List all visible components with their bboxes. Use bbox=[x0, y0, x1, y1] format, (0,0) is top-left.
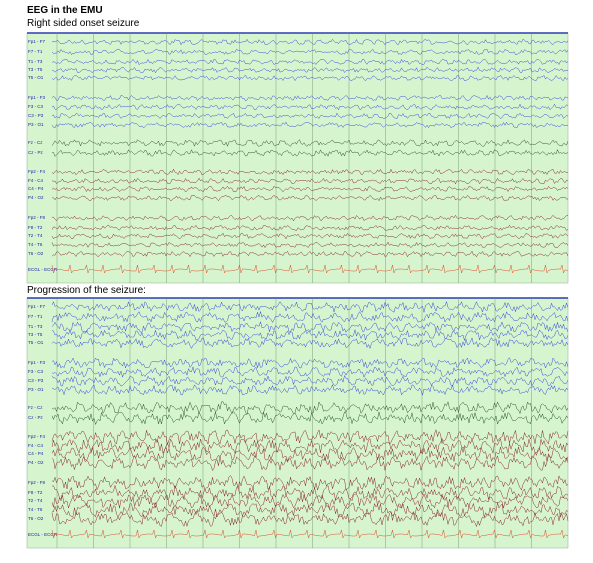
eeg-trace bbox=[51, 214, 569, 222]
caption: Progression of the seizure: bbox=[27, 285, 146, 296]
eeg-trace bbox=[51, 529, 569, 539]
channel-label: F8 - T2 bbox=[28, 225, 43, 230]
eeg-trace bbox=[51, 38, 569, 46]
eeg-trace bbox=[51, 411, 569, 426]
eeg-trace bbox=[51, 224, 569, 231]
eeg-trace bbox=[51, 241, 569, 249]
eeg-trace bbox=[51, 112, 569, 119]
channel-label: T1 - T3 bbox=[28, 324, 43, 329]
eeg-trace bbox=[51, 493, 569, 510]
channel-label: T5 - O1 bbox=[28, 75, 44, 80]
channel-label: T4 - T6 bbox=[28, 242, 43, 247]
caption: Right sided onset seizure bbox=[27, 18, 140, 29]
eeg-trace bbox=[51, 328, 569, 342]
eeg-trace bbox=[51, 250, 569, 258]
channel-label: T3 - T5 bbox=[28, 67, 43, 72]
eeg-trace bbox=[51, 374, 569, 387]
eeg-trace bbox=[51, 168, 569, 176]
channel-label: F8 - T2 bbox=[28, 490, 43, 495]
eeg-trace bbox=[51, 94, 569, 102]
eeg-trace bbox=[51, 475, 569, 492]
channel-label: Fz - Cz bbox=[28, 140, 43, 145]
channel-label: F3 - C3 bbox=[28, 104, 44, 109]
eeg-trace bbox=[51, 454, 569, 472]
eeg-trace bbox=[51, 103, 569, 111]
eeg-trace bbox=[51, 264, 569, 274]
eeg-trace bbox=[51, 484, 569, 502]
eeg-trace bbox=[51, 121, 569, 129]
eeg-trace bbox=[51, 300, 569, 313]
channel-label: Cz - Pz bbox=[28, 415, 44, 420]
eeg-trace bbox=[51, 337, 569, 350]
eeg-trace bbox=[51, 446, 569, 463]
channel-label: P3 - O1 bbox=[28, 387, 44, 392]
eeg-background bbox=[26, 32, 569, 284]
eeg-trace bbox=[51, 185, 569, 193]
channel-label: Fp1 - F7 bbox=[28, 39, 46, 44]
eeg-trace bbox=[51, 383, 569, 397]
eeg-trace bbox=[51, 48, 569, 56]
eeg-trace bbox=[51, 511, 569, 528]
channel-label: C4 - P4 bbox=[28, 451, 44, 456]
channel-label: Fp2 - F8 bbox=[28, 480, 46, 485]
eeg-trace bbox=[51, 310, 569, 323]
eeg-trace bbox=[51, 320, 569, 333]
channel-label: F7 - T1 bbox=[28, 49, 43, 54]
channel-label: P4 - O2 bbox=[28, 460, 44, 465]
eeg-background bbox=[26, 297, 569, 549]
eeg-trace bbox=[51, 139, 569, 147]
channel-label: ECGL - ECGR bbox=[28, 267, 58, 272]
channel-label: C3 - P3 bbox=[28, 113, 44, 118]
channel-label: C3 - P3 bbox=[28, 378, 44, 383]
channel-label: P3 - O1 bbox=[28, 122, 44, 127]
channel-label: F7 - T1 bbox=[28, 314, 43, 319]
channel-label: Fz - Cz bbox=[28, 405, 43, 410]
eeg-trace bbox=[51, 58, 569, 66]
channel-label: Fp1 - F3 bbox=[28, 360, 46, 365]
channel-label: T2 - T4 bbox=[28, 233, 43, 238]
channel-label: T3 - T5 bbox=[28, 332, 43, 337]
eeg-trace bbox=[51, 400, 569, 415]
eeg-trace bbox=[51, 177, 569, 185]
channel-label: Fp2 - F4 bbox=[28, 434, 46, 439]
channel-label: T6 - O2 bbox=[28, 251, 44, 256]
channel-label: Fp2 - F8 bbox=[28, 215, 46, 220]
channel-label: T2 - T4 bbox=[28, 498, 43, 503]
eeg-trace bbox=[51, 428, 569, 446]
channel-label: F4 - C4 bbox=[28, 178, 44, 183]
channel-label: Fp1 - F3 bbox=[28, 95, 46, 100]
channel-label: C4 - P4 bbox=[28, 186, 44, 191]
channel-label: P4 - O2 bbox=[28, 195, 44, 200]
channel-label: T4 - T6 bbox=[28, 507, 43, 512]
channel-label: F4 - C4 bbox=[28, 443, 44, 448]
eeg-trace bbox=[52, 66, 569, 74]
channel-label: ECGL - ECGR bbox=[28, 532, 58, 537]
channel-label: Cz - Pz bbox=[28, 150, 44, 155]
eeg-trace bbox=[51, 232, 569, 240]
eeg-trace bbox=[51, 357, 569, 369]
eeg-trace bbox=[51, 194, 569, 202]
channel-label: Fp2 - F4 bbox=[28, 169, 46, 174]
channel-label: F3 - C3 bbox=[28, 369, 44, 374]
title: EEG in the EMU bbox=[27, 5, 103, 16]
eeg-trace bbox=[51, 74, 569, 82]
eeg-trace bbox=[51, 148, 569, 157]
eeg-trace bbox=[51, 365, 569, 379]
eeg-trace bbox=[51, 437, 569, 455]
channel-label: T6 - O2 bbox=[28, 516, 44, 521]
channel-label: Fp1 - F7 bbox=[28, 304, 46, 309]
eeg-trace bbox=[51, 501, 569, 518]
channel-label: T5 - O1 bbox=[28, 340, 44, 345]
channel-label: T1 - T3 bbox=[28, 59, 43, 64]
